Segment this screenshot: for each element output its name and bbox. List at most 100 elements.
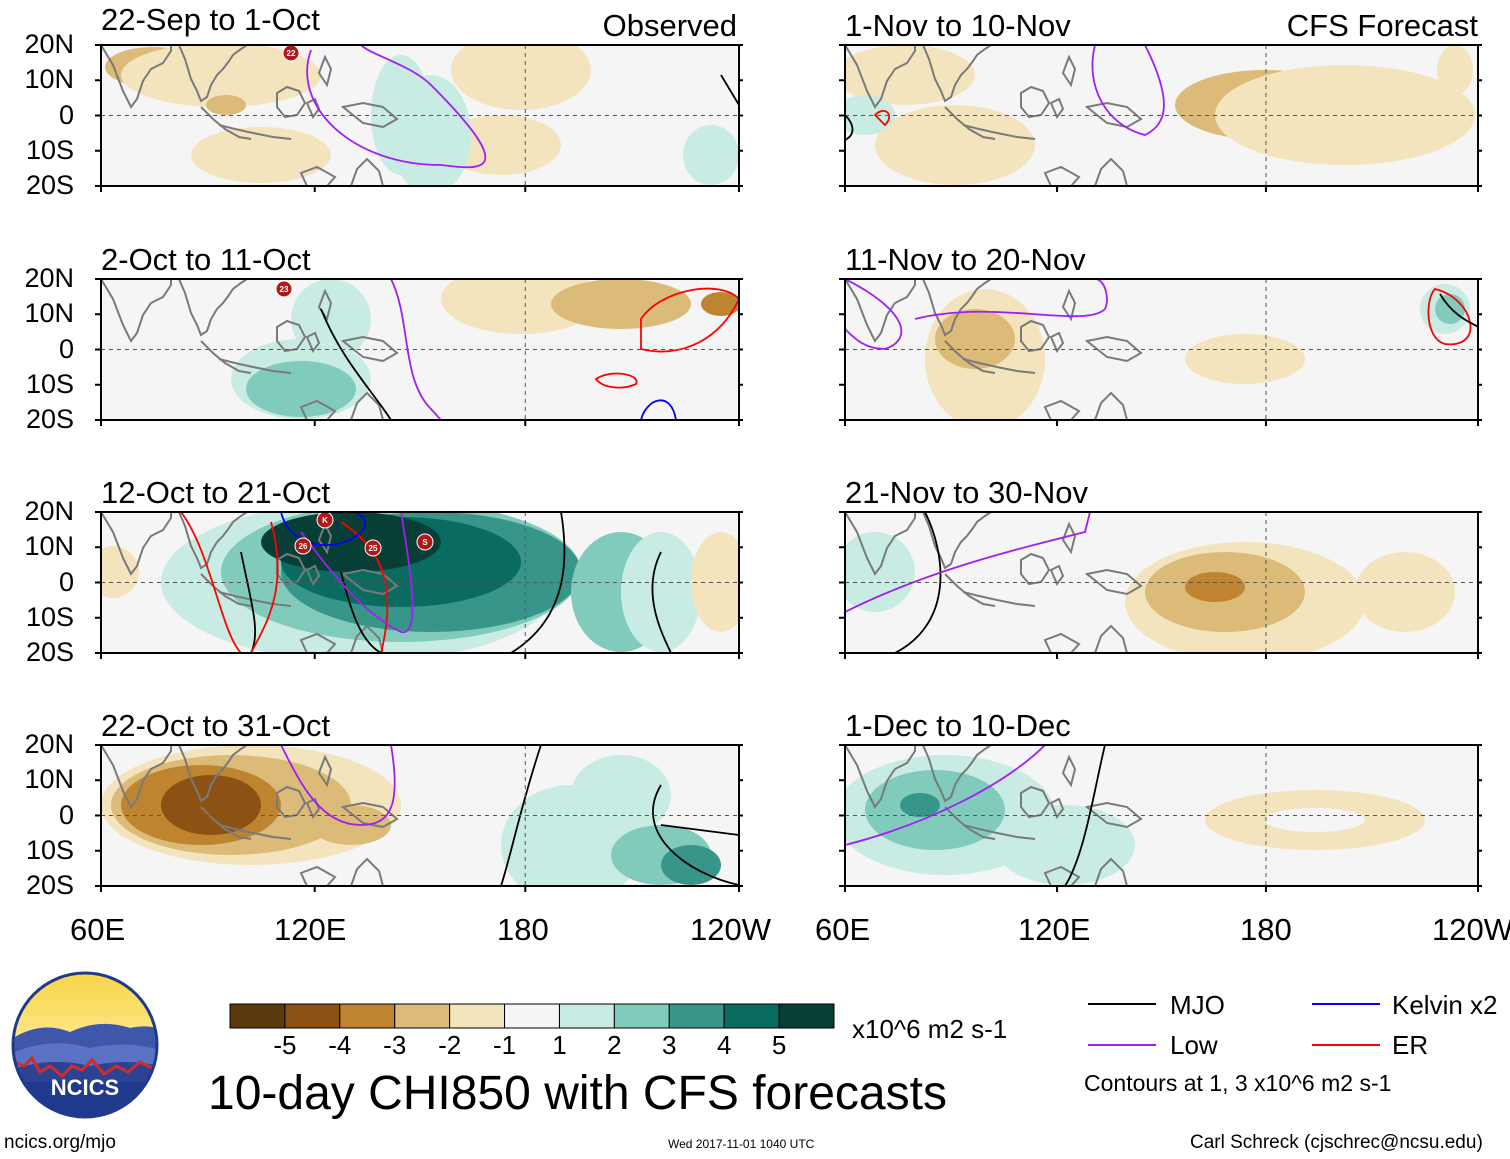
contour-line bbox=[652, 784, 739, 886]
storm-marker-label: K bbox=[322, 516, 328, 525]
contour-line bbox=[914, 279, 1108, 320]
anomaly-shading bbox=[683, 125, 739, 185]
lat-label: 0 bbox=[58, 799, 74, 830]
lon-label-120w-left: 120W bbox=[690, 912, 771, 947]
map-panel-0: 22 bbox=[101, 45, 739, 186]
colorbar-tick-label: -3 bbox=[383, 1030, 407, 1060]
anomaly-shading bbox=[621, 532, 701, 652]
lat-label: 10N bbox=[24, 298, 74, 329]
panel-title-4: 1-Nov to 10-Nov bbox=[845, 8, 1071, 43]
contour-line bbox=[845, 745, 1046, 846]
contour-line bbox=[280, 745, 396, 826]
anomaly-shading bbox=[121, 45, 321, 107]
legend-kelvin-label: Kelvin x2 bbox=[1392, 990, 1498, 1020]
colorbar-box bbox=[229, 1003, 286, 1029]
colorbar-box bbox=[613, 1003, 670, 1029]
lat-label: 20N bbox=[24, 729, 74, 759]
figure-title: 10-day CHI850 with CFS forecasts bbox=[208, 1067, 947, 1120]
contour-line bbox=[306, 45, 487, 169]
lat-label: 10S bbox=[25, 601, 74, 632]
observed-label: Observed bbox=[602, 8, 737, 43]
contour-line bbox=[320, 308, 392, 420]
storm-marker bbox=[275, 280, 293, 298]
contour-line bbox=[1091, 45, 1165, 136]
anomaly-shading bbox=[206, 95, 246, 115]
colorbar-tick-label: 1 bbox=[552, 1030, 567, 1060]
legend-note: Contours at 1, 3 x10^6 m2 s-1 bbox=[1084, 1070, 1392, 1096]
legend-low-line bbox=[1088, 1044, 1156, 1046]
contour-line bbox=[250, 521, 279, 653]
lon-label-180-left: 180 bbox=[497, 912, 549, 947]
anomaly-shading bbox=[701, 292, 739, 316]
lat-label: 20S bbox=[25, 170, 74, 200]
anomaly-shading bbox=[845, 532, 915, 612]
map-panel-2: 26 K 25 S bbox=[101, 512, 739, 653]
lon-label-180-right: 180 bbox=[1240, 912, 1292, 947]
anomaly-shading bbox=[845, 45, 975, 105]
storm-marker-label: 26 bbox=[299, 542, 308, 551]
anomaly-shading bbox=[261, 512, 441, 572]
logo-text: NCICS bbox=[51, 1075, 119, 1100]
legend-mjo-line bbox=[1088, 1003, 1156, 1005]
lat-label: 20S bbox=[25, 637, 74, 667]
colorbar-units: x10^6 m2 s-1 bbox=[852, 1014, 1008, 1044]
anomaly-shading bbox=[875, 105, 1035, 185]
map-panel-5 bbox=[845, 279, 1478, 420]
contour-line bbox=[180, 512, 242, 653]
contour-line bbox=[1427, 288, 1472, 346]
map-panel-6 bbox=[845, 512, 1478, 653]
legend-kelvin-line bbox=[1312, 1003, 1380, 1005]
legend-mjo-label: MJO bbox=[1170, 990, 1225, 1020]
map-panel-7 bbox=[845, 745, 1478, 886]
anomaly-shading bbox=[246, 361, 356, 417]
anomaly-shading bbox=[551, 279, 691, 329]
storm-marker bbox=[282, 45, 300, 62]
anomaly-shading bbox=[900, 793, 940, 817]
storm-marker-label: 25 bbox=[369, 544, 378, 553]
lon-label-120w-right: 120W bbox=[1432, 912, 1510, 947]
lat-label: 10S bbox=[25, 834, 74, 865]
lat-label: 0 bbox=[58, 333, 74, 364]
map-panel-4 bbox=[845, 45, 1478, 186]
anomaly-shading bbox=[1185, 572, 1245, 602]
storm-marker bbox=[416, 533, 434, 551]
lat-label: 20N bbox=[24, 496, 74, 526]
panel-title-1: 2-Oct to 11-Oct bbox=[101, 242, 311, 277]
contour-line bbox=[1064, 745, 1106, 886]
anomaly-shading bbox=[1265, 808, 1365, 832]
colorbar-tick-label: 2 bbox=[607, 1030, 622, 1060]
anomaly-shading bbox=[101, 546, 139, 598]
lat-label: 10S bbox=[25, 134, 74, 165]
colorbar-tick-label: 4 bbox=[716, 1030, 732, 1060]
panel-title-3: 22-Oct to 31-Oct bbox=[101, 708, 331, 743]
contour-line bbox=[894, 512, 942, 653]
contour-line bbox=[300, 512, 414, 633]
lon-label-120e-right: 120E bbox=[1018, 912, 1091, 947]
colorbar-box bbox=[668, 1003, 725, 1029]
lon-label-120e-left: 120E bbox=[274, 912, 347, 947]
panel-title-0: 22-Sep to 1-Oct bbox=[101, 2, 320, 37]
anomaly-shading bbox=[995, 805, 1135, 885]
contour-line bbox=[640, 399, 677, 420]
panel-title-5: 11-Nov to 20-Nov bbox=[845, 242, 1086, 277]
contour-line bbox=[240, 551, 257, 653]
lat-label: 20N bbox=[24, 263, 74, 293]
legend-low-label: Low bbox=[1170, 1030, 1218, 1060]
anomaly-shading bbox=[1185, 334, 1305, 384]
colorbar-box bbox=[723, 1003, 780, 1029]
lat-label: 20S bbox=[25, 870, 74, 900]
map-panel-1: 23 bbox=[101, 279, 739, 420]
contour-line bbox=[845, 279, 903, 350]
contour-line bbox=[594, 372, 638, 389]
colorbar-tick-label: -5 bbox=[273, 1030, 297, 1060]
panel-title-6: 21-Nov to 30-Nov bbox=[845, 475, 1088, 510]
colorbar-box bbox=[339, 1003, 396, 1029]
contour-line bbox=[340, 571, 382, 653]
contour-line bbox=[340, 521, 389, 653]
footer-website: ncics.org/mjo bbox=[4, 1132, 116, 1153]
contour-line bbox=[845, 114, 854, 141]
storm-marker bbox=[316, 512, 334, 529]
contour-line bbox=[845, 512, 1091, 613]
footer-timestamp: Wed 2017-11-01 1040 UTC bbox=[668, 1137, 815, 1151]
